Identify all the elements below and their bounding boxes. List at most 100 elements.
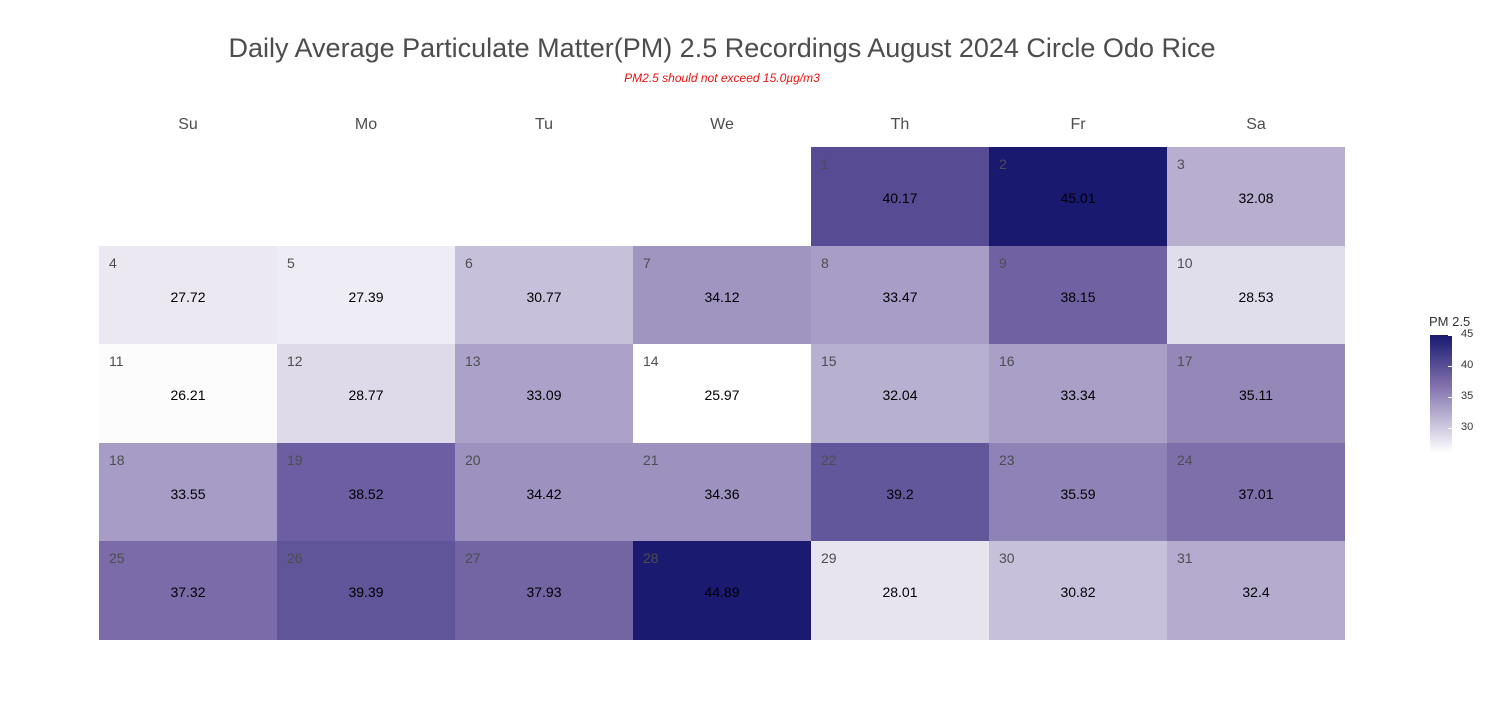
day-number: 30 bbox=[999, 550, 1015, 567]
day-number: 13 bbox=[465, 353, 481, 370]
day-number: 4 bbox=[109, 254, 117, 271]
day-cell: 29 28.01 bbox=[811, 541, 989, 641]
day-cell: 18 33.55 bbox=[99, 442, 277, 542]
data-label: 39.2 bbox=[886, 485, 914, 502]
day-number: 3 bbox=[1177, 156, 1185, 172]
data-label: 34.36 bbox=[704, 485, 740, 502]
day-cell: 20 34.42 bbox=[455, 442, 633, 542]
day-number: 1 bbox=[821, 156, 829, 172]
day-cell: 6 30.77 bbox=[455, 245, 633, 345]
day-cell: 1 40.17 bbox=[811, 147, 989, 246]
data-label: 35.59 bbox=[1060, 485, 1096, 502]
day-number: 10 bbox=[1177, 254, 1193, 271]
day-cell: 8 33.47 bbox=[811, 245, 989, 345]
day-number: 20 bbox=[465, 451, 481, 468]
day-cell: 21 34.36 bbox=[633, 442, 811, 542]
data-label: 39.39 bbox=[348, 584, 384, 601]
data-label: 32.4 bbox=[1242, 584, 1270, 601]
day-number: 7 bbox=[643, 254, 651, 271]
day-cell: 24 37.01 bbox=[1167, 442, 1345, 542]
day-cell: 16 33.34 bbox=[989, 344, 1167, 444]
data-label: 37.32 bbox=[170, 584, 206, 601]
data-label: 34.42 bbox=[526, 485, 562, 502]
data-label: 33.34 bbox=[1060, 387, 1096, 404]
day-number: 9 bbox=[999, 254, 1007, 271]
day-number: 5 bbox=[287, 254, 295, 271]
weekday-header-su: Su bbox=[178, 116, 198, 133]
day-number: 16 bbox=[999, 353, 1015, 370]
day-cell: 30 30.82 bbox=[989, 541, 1167, 641]
data-label: 28.01 bbox=[882, 584, 918, 601]
legend-tick-mark bbox=[1448, 335, 1452, 337]
day-number: 21 bbox=[643, 451, 659, 468]
weekday-header-fr: Fr bbox=[1070, 116, 1086, 133]
data-label: 37.01 bbox=[1238, 485, 1274, 502]
day-cell: 7 34.12 bbox=[633, 245, 811, 345]
day-cell: 14 25.97 bbox=[633, 344, 811, 444]
data-label: 30.82 bbox=[1060, 584, 1096, 601]
legend-tick-mark bbox=[1448, 397, 1452, 399]
data-label: 32.04 bbox=[882, 387, 918, 404]
data-label: 27.72 bbox=[170, 288, 206, 305]
weekday-header-th: Th bbox=[890, 116, 910, 133]
day-cell: 10 28.53 bbox=[1167, 245, 1345, 345]
day-number: 22 bbox=[821, 451, 837, 468]
legend-title: PM 2.5 bbox=[1429, 314, 1471, 329]
data-label: 32.08 bbox=[1238, 190, 1274, 206]
legend-tick-label: 40 bbox=[1461, 359, 1474, 372]
day-number: 18 bbox=[109, 451, 125, 468]
day-number: 19 bbox=[287, 451, 303, 468]
day-number: 24 bbox=[1177, 451, 1193, 468]
data-label: 45.01 bbox=[1060, 190, 1096, 206]
day-number: 23 bbox=[999, 451, 1015, 468]
day-number: 25 bbox=[109, 550, 125, 567]
day-cell: 5 27.39 bbox=[277, 245, 455, 345]
day-cell: 12 28.77 bbox=[277, 344, 455, 444]
day-cell: 4 27.72 bbox=[99, 245, 277, 345]
data-label: 25.97 bbox=[704, 387, 740, 404]
day-cell: 31 32.4 bbox=[1167, 541, 1345, 641]
data-label: 38.15 bbox=[1060, 288, 1096, 305]
day-number: 28 bbox=[643, 550, 659, 567]
data-label: 38.52 bbox=[348, 485, 384, 502]
day-number: 31 bbox=[1177, 550, 1193, 567]
data-label: 28.77 bbox=[348, 387, 384, 404]
day-number: 26 bbox=[287, 550, 303, 567]
legend-color-bar bbox=[1430, 335, 1452, 453]
day-cell: 19 38.52 bbox=[277, 442, 455, 542]
weekday-header-tu: Tu bbox=[534, 116, 554, 133]
day-number: 17 bbox=[1177, 353, 1193, 370]
day-cell: 22 39.2 bbox=[811, 442, 989, 542]
day-cell: 3 32.08 bbox=[1167, 147, 1345, 246]
day-cell: 2 45.01 bbox=[989, 147, 1167, 246]
day-cell: 13 33.09 bbox=[455, 344, 633, 444]
day-number: 6 bbox=[465, 254, 473, 271]
data-label: 40.17 bbox=[882, 190, 918, 206]
day-number: 15 bbox=[821, 353, 837, 370]
data-label: 37.93 bbox=[526, 584, 562, 601]
day-number: 27 bbox=[465, 550, 481, 567]
day-cell: 27 37.93 bbox=[455, 541, 633, 641]
day-cell: 25 37.32 bbox=[99, 541, 277, 641]
chart-title: Daily Average Particulate Matter(PM) 2.5… bbox=[228, 33, 1216, 63]
data-label: 33.47 bbox=[882, 288, 918, 305]
day-number: 14 bbox=[643, 353, 659, 370]
data-label: 35.11 bbox=[1239, 387, 1273, 404]
day-number: 11 bbox=[109, 353, 124, 370]
legend-tick-label: 30 bbox=[1461, 421, 1474, 434]
weekday-header-mo: Mo bbox=[354, 116, 378, 133]
data-label: 30.77 bbox=[526, 288, 562, 305]
chart-subtitle: PM2.5 should not exceed 15.0µg/m3 bbox=[624, 71, 820, 85]
data-label: 34.12 bbox=[704, 288, 740, 305]
weekday-header-we: We bbox=[710, 116, 734, 133]
day-number: 8 bbox=[821, 254, 829, 271]
day-cell: 11 26.21 bbox=[99, 344, 277, 444]
day-cell: 9 38.15 bbox=[989, 245, 1167, 345]
legend-tick-label: 35 bbox=[1461, 390, 1474, 403]
data-label: 26.21 bbox=[170, 387, 206, 404]
data-label: 27.39 bbox=[348, 288, 384, 305]
data-label: 44.89 bbox=[704, 584, 740, 601]
day-cell: 26 39.39 bbox=[277, 541, 455, 641]
day-cell: 28 44.89 bbox=[633, 541, 811, 641]
day-number: 29 bbox=[821, 550, 837, 567]
